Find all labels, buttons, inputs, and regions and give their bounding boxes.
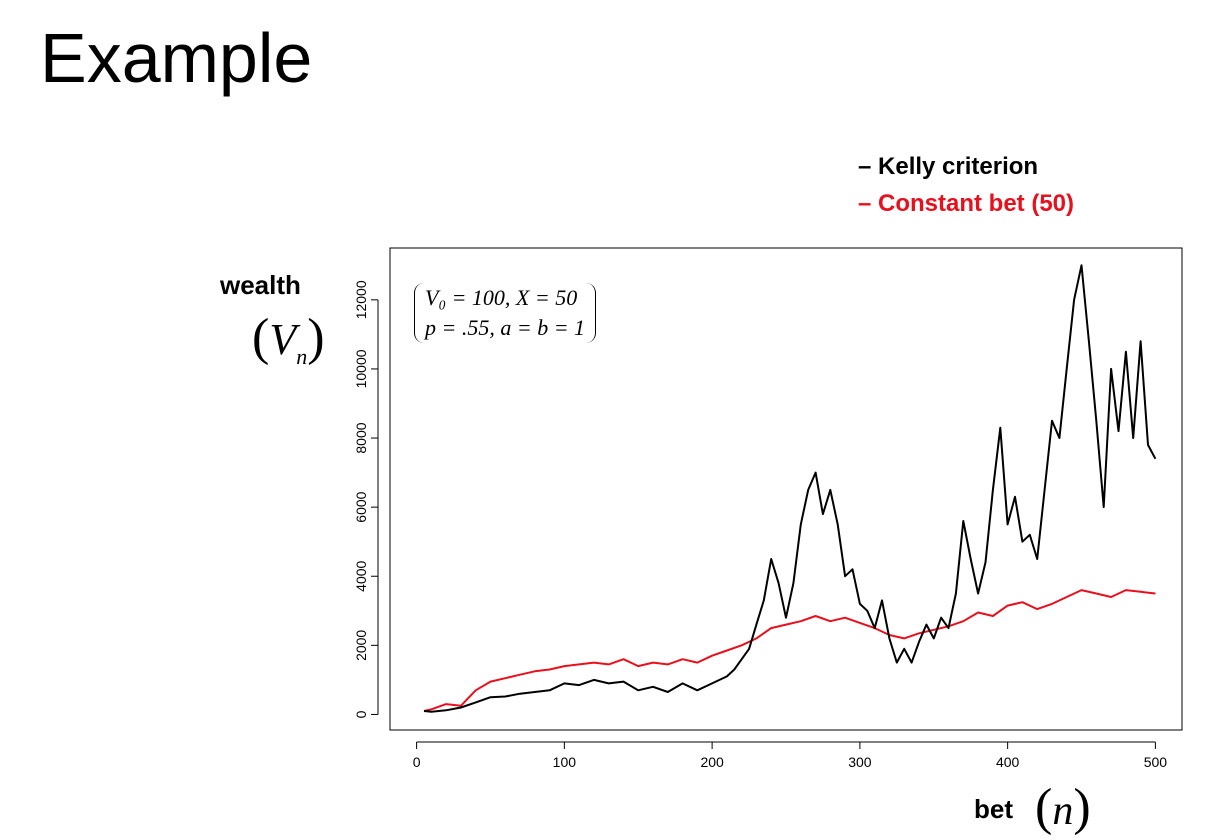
y-tick-label: 10000 [353, 349, 369, 388]
x-axis-label: bet [974, 794, 1013, 824]
plot-frame [389, 247, 1183, 731]
series-line-kelly-criterion [423, 264, 1157, 713]
series-line-constant-bet-50 [423, 589, 1156, 712]
y-tick-label: 6000 [353, 491, 369, 522]
x-tick-label: 100 [553, 754, 577, 770]
y-axis-math-label: (Vn) [252, 309, 325, 369]
y-tick-label: 0 [353, 710, 369, 718]
y-axis-label: wealth [220, 270, 301, 300]
x-tick-label: 400 [996, 754, 1020, 770]
x-tick-label: 200 [700, 754, 724, 770]
legend-kelly: – Kelly criterion [858, 153, 1039, 180]
series-lines [423, 264, 1157, 713]
parameter-line-1: V₀ = 100, X = 50 [425, 285, 578, 310]
x-tick-label: 500 [1144, 754, 1168, 770]
slide-title: Example [40, 19, 313, 97]
y-tick-label: 4000 [353, 560, 369, 591]
x-tick-label: 300 [848, 754, 872, 770]
y-tick-label: 2000 [353, 630, 369, 661]
x-axis: 0 100 200 300 400 500 [413, 741, 1168, 770]
parameter-line-2: p = .55, a = b = 1 [425, 315, 586, 340]
parameter-annotation: V₀ = 100, X = 50 p = .55, a = b = 1 [414, 283, 597, 343]
legend-constant-bet: – Constant bet (50) [858, 190, 1075, 217]
y-tick-label: 12000 [353, 280, 369, 319]
x-axis-math-label: (n) [1035, 779, 1091, 836]
y-axis: 0 2000 4000 6000 8000 10000 12000 [353, 280, 379, 718]
x-tick-label: 0 [413, 754, 421, 770]
y-tick-label: 8000 [353, 422, 369, 453]
